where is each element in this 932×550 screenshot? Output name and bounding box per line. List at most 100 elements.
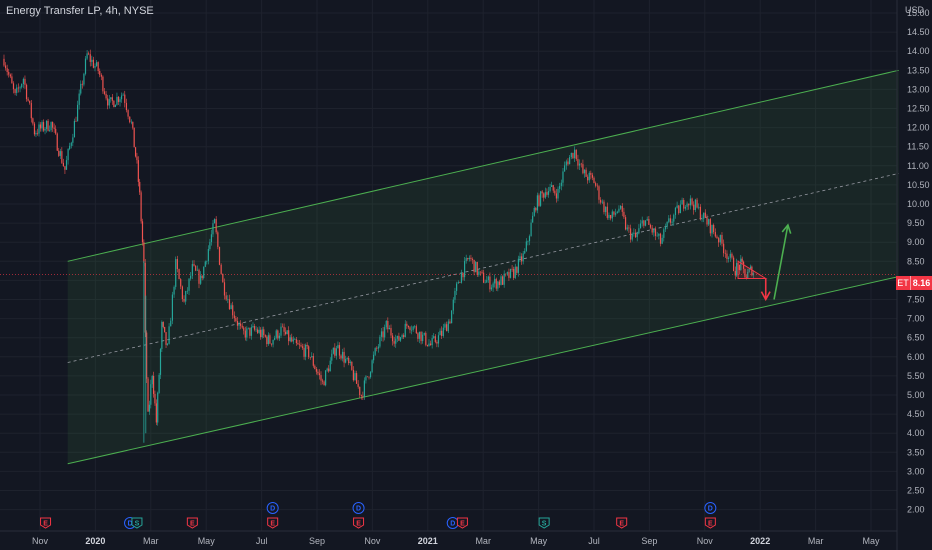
channel-upper-line[interactable]	[67, 69, 899, 262]
drawings[interactable]	[737, 223, 792, 302]
earnings-marker-letter: E	[619, 521, 624, 528]
time-tick-label: May	[530, 536, 548, 546]
earnings-marker[interactable]: E	[186, 517, 198, 529]
candle-body	[588, 172, 590, 181]
price-axis[interactable]: 15.00 14.50 14.00 13.50 13.00 12.50 12.00 11.50…	[896, 0, 930, 550]
candle-body	[418, 331, 421, 339]
split-marker[interactable]: S	[131, 517, 143, 529]
candle-body	[114, 104, 117, 108]
candle-body	[603, 201, 605, 213]
price-tick-label: 2.50	[907, 486, 925, 496]
candle-body	[27, 99, 29, 101]
candle-body	[283, 326, 285, 332]
earnings-marker[interactable]: E	[704, 517, 716, 529]
candle-body	[751, 266, 753, 276]
candle-body	[288, 330, 290, 342]
candle-body	[86, 53, 88, 59]
symbol-legend[interactable]: Energy Transfer LP, 4h, NYSE	[6, 5, 154, 17]
earnings-marker[interactable]: E	[353, 517, 365, 529]
candle-body	[605, 206, 607, 213]
candle-body	[38, 124, 40, 134]
candle-body	[565, 161, 567, 166]
time-tick-label: Nov	[32, 536, 49, 546]
down-arrow[interactable]	[760, 278, 771, 302]
split-marker-shape	[538, 517, 550, 529]
candle-body	[574, 149, 576, 159]
candle-body	[354, 373, 356, 381]
earnings-marker[interactable]: E	[40, 517, 52, 529]
candle-body	[107, 98, 109, 106]
candle-body	[175, 259, 177, 287]
candle-body	[188, 278, 190, 291]
candle-body	[223, 282, 226, 296]
dividend-marker[interactable]: D	[704, 502, 717, 514]
candle-body	[696, 199, 698, 208]
dividend-marker[interactable]: D	[446, 517, 459, 529]
split-marker-letter: S	[135, 521, 140, 528]
candle-body	[441, 330, 443, 336]
dividend-marker[interactable]: D	[352, 502, 365, 514]
split-marker[interactable]: S	[538, 517, 550, 529]
candle-body	[600, 199, 602, 203]
candle-body	[278, 335, 281, 339]
candle-body	[9, 74, 11, 77]
candle-body	[75, 120, 77, 122]
candle-body	[543, 193, 545, 198]
candle-body	[161, 321, 163, 349]
candle-body	[348, 357, 350, 364]
candle-body	[611, 211, 613, 219]
candle-body	[267, 335, 269, 345]
candle-body	[48, 130, 51, 131]
candle-body	[449, 321, 451, 324]
candle-body	[125, 102, 128, 111]
candle-body	[256, 329, 259, 333]
candle-body	[495, 278, 497, 289]
triangle-pattern[interactable]	[737, 260, 768, 279]
candle-body	[492, 283, 494, 288]
candle-body	[484, 282, 486, 284]
candle-body	[478, 271, 480, 275]
candle-body	[482, 272, 485, 283]
candle-body	[694, 199, 696, 211]
candle-body	[651, 227, 653, 233]
candle-body	[457, 282, 459, 284]
candle-body	[390, 328, 392, 336]
candle-body	[475, 261, 477, 273]
candle-body	[157, 392, 159, 423]
candle-body	[250, 327, 253, 336]
earnings-marker[interactable]: E	[267, 517, 279, 529]
price-tick-label: 4.00	[907, 428, 925, 438]
earnings-marker[interactable]: E	[456, 517, 468, 529]
candle-body	[351, 361, 353, 370]
candle-body	[315, 369, 317, 372]
candle-body	[218, 246, 221, 265]
up-arrow[interactable]	[773, 223, 792, 300]
candle-body	[509, 268, 512, 278]
candle-body	[610, 214, 612, 219]
candle-body	[711, 224, 713, 234]
candle-body	[178, 269, 180, 280]
price-tick-label: 6.50	[907, 333, 925, 343]
earnings-marker[interactable]: E	[616, 517, 628, 529]
earnings-marker-shape	[353, 517, 365, 529]
channel-mid-line[interactable]	[67, 173, 899, 363]
candle-body	[740, 258, 742, 271]
candle-body	[76, 104, 79, 122]
channel-lower-line[interactable]	[67, 276, 899, 465]
time-axis[interactable]: Nov 2020 Mar May Jul Sep Nov 2021 Mar May Jul Sep No…	[0, 530, 897, 546]
candle-body	[447, 321, 449, 332]
candle-body	[212, 223, 214, 235]
parallel-channel[interactable]	[0, 69, 899, 465]
candle-body	[136, 156, 138, 161]
candle-body	[544, 192, 546, 198]
time-tick-label: Jul	[588, 536, 600, 546]
candle-body	[704, 212, 706, 218]
candle-body	[564, 165, 566, 172]
candle-body	[100, 74, 102, 77]
dividend-marker[interactable]: D	[266, 502, 279, 514]
price-tick-label: 2.00	[907, 505, 925, 515]
candle-body	[294, 339, 296, 340]
